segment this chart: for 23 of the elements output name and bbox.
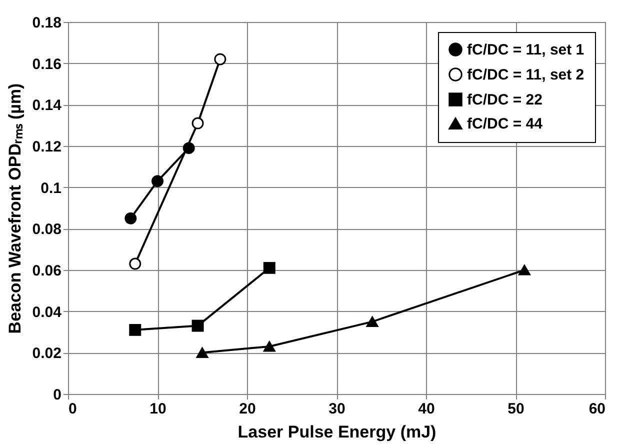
y-axis-title: Beacon Wavefront OPDᵣₘₛ (µm) <box>5 83 24 334</box>
y-tick-label: 0.16 <box>32 56 62 73</box>
y-tick-label: 0.1 <box>40 180 62 197</box>
y-tick-label: 0.12 <box>32 138 62 156</box>
legend-label: fC/DC = 11, set 1 <box>467 42 584 58</box>
x-axis-title: Laser Pulse Energy (mJ) <box>238 422 436 442</box>
x-tick-label: 60 <box>588 400 606 418</box>
legend-label: fC/DC = 44 <box>467 116 544 132</box>
y-tick-label: 0.14 <box>32 97 62 114</box>
x-tick-label: 0 <box>68 400 77 418</box>
legend-label: fC/DC = 11, set 2 <box>467 66 584 84</box>
y-tick-label: 0.06 <box>32 262 62 280</box>
x-tick-label: 40 <box>418 400 435 418</box>
y-tick-label: 0.08 <box>32 221 62 238</box>
y-tick-label: 0.04 <box>32 304 62 321</box>
x-tick-label: 50 <box>508 400 524 418</box>
y-tick-label: 0.18 <box>32 14 62 32</box>
y-tick-label: 0.02 <box>32 345 62 362</box>
x-tick-label: 20 <box>239 400 256 418</box>
x-tick-label: 10 <box>150 400 166 418</box>
y-tick-label: 0 <box>53 386 62 404</box>
x-tick-label: 30 <box>328 400 346 418</box>
legend-label: fC/DC = 22 <box>467 92 542 108</box>
